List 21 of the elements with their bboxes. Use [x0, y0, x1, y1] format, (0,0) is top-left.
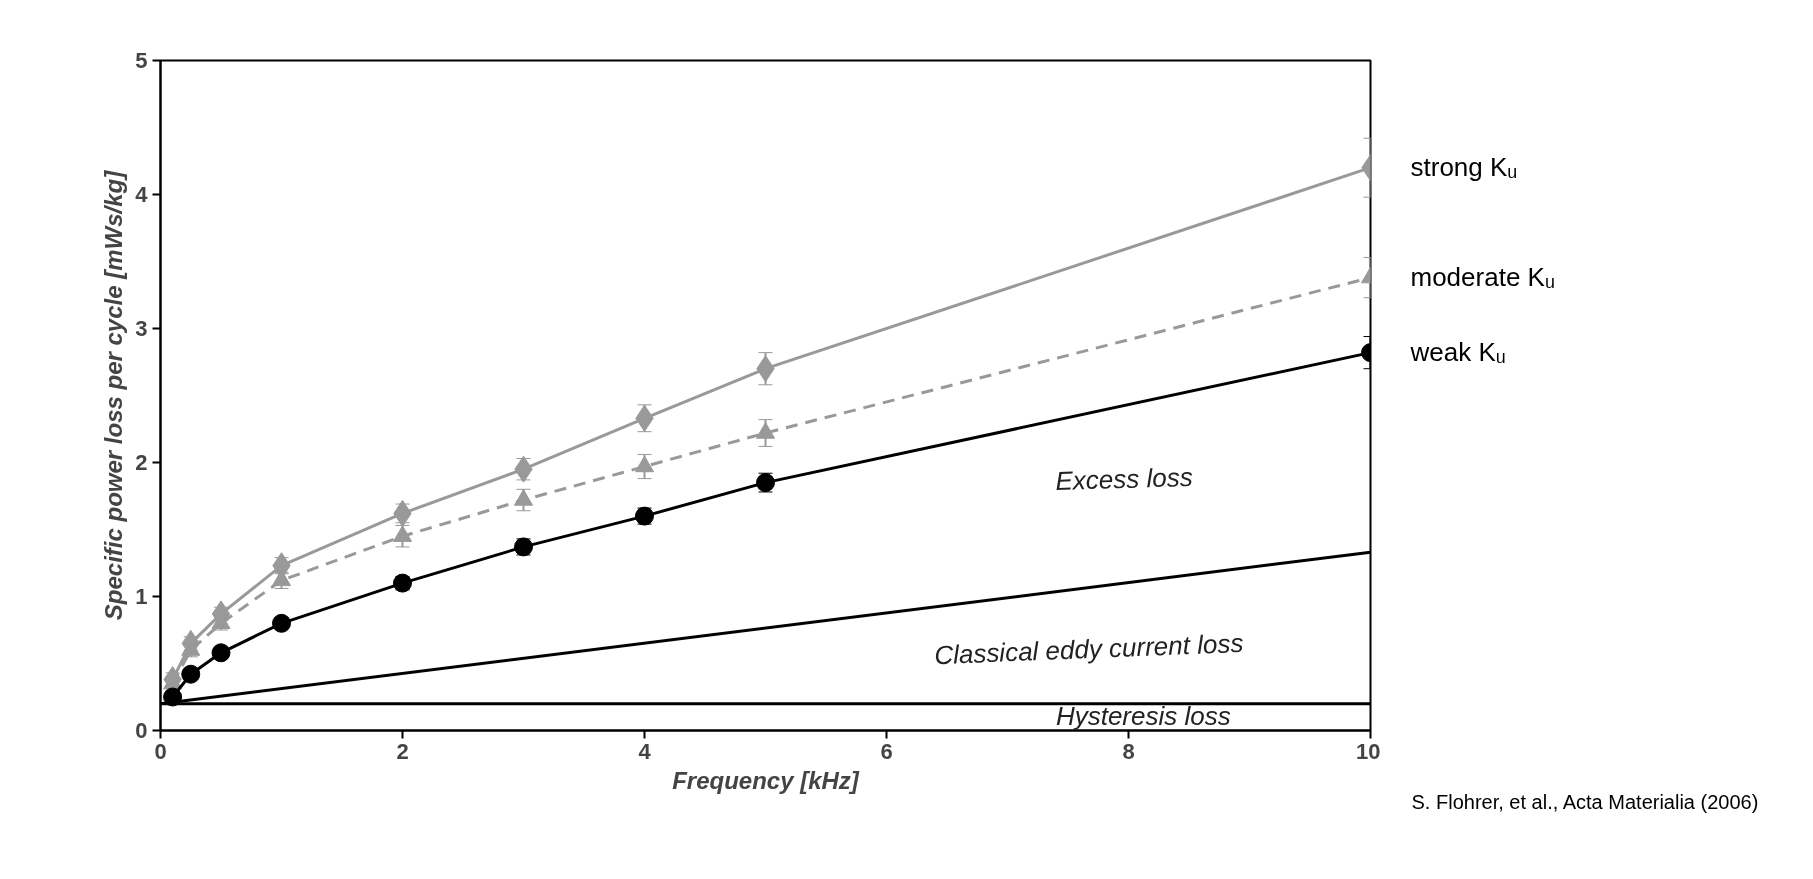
y-tick-label: 4 [135, 182, 149, 207]
x-tick-label: 4 [638, 738, 652, 764]
y-tick-label: 3 [135, 316, 148, 341]
y-tick-label: 2 [135, 450, 148, 475]
y-tick-label: 0 [135, 718, 148, 743]
series-label: moderate Kᵤ [1410, 261, 1555, 292]
series-label: strong Kᵤ [1410, 151, 1518, 182]
x-tick-label: 0 [154, 738, 167, 764]
x-tick-label: 10 [1356, 738, 1381, 764]
x-axis-title: Frequency [kHz] [672, 766, 860, 794]
x-tick-label: 2 [396, 738, 409, 764]
y-tick-label: 5 [135, 48, 148, 73]
series-label: weak Kᵤ [1409, 336, 1506, 367]
y-axis-title: Specific power loss per cycle [mWs/kg] [100, 169, 128, 621]
x-tick-label: 6 [880, 738, 893, 764]
text: S. Flohrer, et al., Acta Materialia (2006) [1411, 790, 1759, 813]
y-tick-label: 1 [135, 584, 148, 609]
x-tick-label: 8 [1122, 738, 1135, 764]
annotation: Excess loss [1055, 461, 1194, 496]
annotation: Hysteresis loss [1055, 700, 1231, 731]
annotation: Classical eddy current loss [933, 627, 1244, 671]
